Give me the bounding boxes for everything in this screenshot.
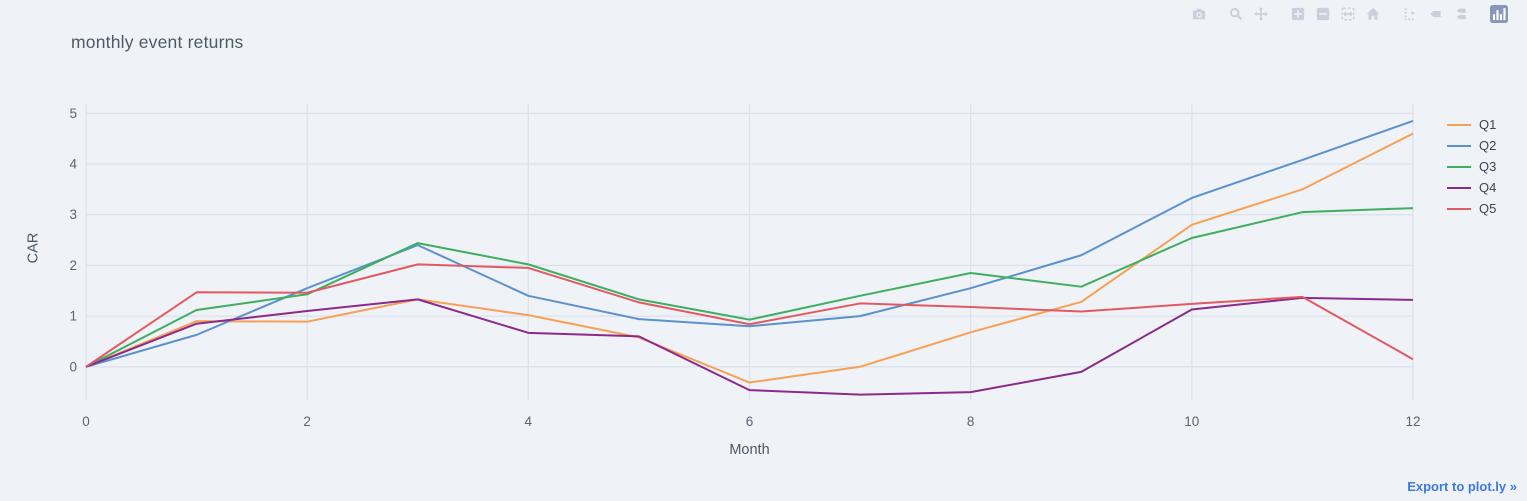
x-tick-label: 2 — [303, 414, 311, 429]
autoscale-button[interactable] — [1339, 5, 1357, 23]
zoom-out-button[interactable] — [1314, 5, 1332, 23]
plotly-logo-icon — [1490, 5, 1508, 23]
legend-swatch-q3 — [1447, 165, 1471, 168]
legend: Q1 Q2 Q3 Q4 Q5 — [1447, 114, 1496, 219]
legend-item-q3[interactable]: Q3 — [1447, 156, 1496, 177]
y-axis-title: CAR — [25, 232, 42, 264]
y-tick-label: 5 — [69, 106, 77, 121]
reset-axes-button[interactable] — [1364, 5, 1382, 23]
legend-item-q2[interactable]: Q2 — [1447, 135, 1496, 156]
y-tick-label: 3 — [69, 207, 77, 222]
modebar-group — [1396, 5, 1474, 23]
zoom-in-button[interactable] — [1289, 5, 1307, 23]
modebar-group — [1222, 5, 1275, 23]
modebar-group — [1483, 3, 1515, 25]
y-tick-label: 0 — [69, 359, 77, 374]
y-tick-label: 4 — [69, 157, 77, 172]
y-tick-label: 1 — [69, 309, 77, 324]
zoom-button[interactable] — [1227, 5, 1245, 23]
modebar-group — [1185, 5, 1213, 23]
legend-swatch-q4 — [1447, 186, 1471, 189]
series-line-q1 — [85, 132, 1414, 384]
x-tick-label: 8 — [967, 414, 975, 429]
x-tick-label: 12 — [1405, 414, 1420, 429]
zoom-icon — [1229, 7, 1243, 21]
reset-axes-icon — [1366, 8, 1380, 20]
camera-icon — [1192, 8, 1206, 20]
series-line-q4 — [85, 296, 1413, 396]
legend-label: Q2 — [1479, 138, 1497, 153]
x-tick-label: 6 — [746, 414, 754, 429]
zoom-out-icon — [1316, 7, 1330, 21]
legend-swatch-q1 — [1447, 123, 1471, 126]
x-tick-label: 0 — [82, 414, 90, 429]
pan-icon — [1254, 7, 1268, 21]
toggle-spikelines-button[interactable] — [1401, 5, 1419, 23]
hover-closest-button[interactable] — [1426, 5, 1444, 23]
hover-compare-icon — [1456, 8, 1466, 20]
series-line-q3 — [85, 207, 1413, 368]
x-tick-label: 10 — [1184, 414, 1199, 429]
hover-closest-icon — [1430, 11, 1441, 17]
x-axis-title: Month — [729, 442, 770, 458]
legend-label: Q3 — [1479, 159, 1497, 174]
toggle-spikelines-icon — [1404, 8, 1415, 21]
autoscale-icon — [1341, 7, 1355, 21]
legend-swatch-q2 — [1447, 144, 1471, 147]
camera-button[interactable] — [1190, 5, 1208, 23]
modebar-group — [1284, 5, 1387, 23]
series-line-q2 — [85, 119, 1414, 368]
zoom-in-icon — [1291, 7, 1305, 21]
legend-label: Q5 — [1479, 201, 1497, 216]
legend-label: Q1 — [1479, 117, 1497, 132]
legend-item-q5[interactable]: Q5 — [1447, 198, 1496, 219]
series-line-q5 — [85, 263, 1414, 368]
legend-label: Q4 — [1479, 180, 1497, 195]
export-link[interactable]: Export to plot.ly » — [1407, 479, 1517, 494]
legend-swatch-q5 — [1447, 207, 1471, 210]
legend-item-q4[interactable]: Q4 — [1447, 177, 1496, 198]
page-title: monthly event returns — [71, 32, 244, 52]
plotly-logo-button[interactable] — [1488, 3, 1510, 25]
modebar — [1185, 3, 1515, 25]
plot-drag-area[interactable] — [86, 104, 1413, 400]
x-tick-label: 4 — [525, 414, 533, 429]
pan-button[interactable] — [1252, 5, 1270, 23]
legend-item-q1[interactable]: Q1 — [1447, 114, 1496, 135]
hover-compare-button[interactable] — [1451, 5, 1469, 23]
y-tick-label: 2 — [69, 258, 77, 273]
